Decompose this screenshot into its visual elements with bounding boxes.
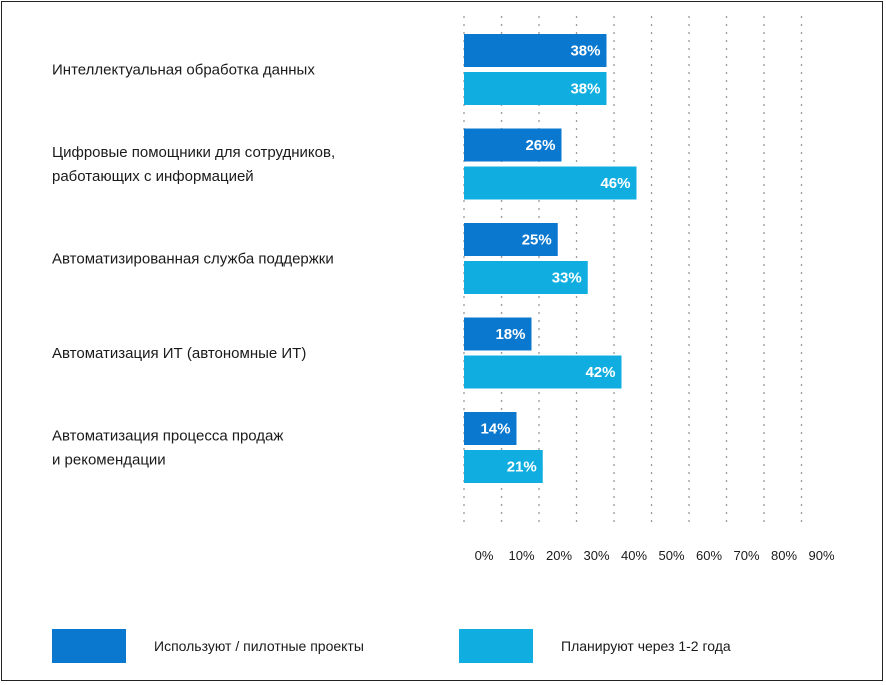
bar-value-label: 18%: [495, 326, 525, 343]
x-tick-label: 60%: [696, 548, 722, 563]
category-label: работающих с информацией: [52, 168, 254, 185]
bar: [464, 450, 543, 483]
bar: [464, 261, 588, 294]
x-tick-label: 0%: [475, 548, 494, 563]
x-tick-label: 20%: [546, 548, 572, 563]
bar-value-label: 42%: [585, 364, 615, 381]
bar: [464, 72, 607, 105]
bar: [464, 223, 558, 256]
bar: [464, 412, 517, 445]
legend-swatch: [52, 629, 126, 663]
bar: [464, 34, 607, 67]
bar-value-label: 46%: [600, 175, 630, 192]
bar: [464, 128, 562, 162]
category-label: Цифровые помощники для сотрудников,: [52, 144, 335, 161]
x-tick-label: 50%: [658, 548, 684, 563]
x-tick-label: 40%: [621, 548, 647, 563]
category-label: Автоматизированная служба поддержки: [52, 251, 334, 268]
x-axis-ticks: 0% 10% 20% 30% 40% 50% 60% 70% 80% 90%: [475, 548, 835, 563]
x-tick-label: 80%: [771, 548, 797, 563]
legend-swatch: [459, 629, 533, 663]
x-tick-label: 90%: [808, 548, 834, 563]
bar-value-label: 33%: [552, 270, 582, 287]
category-label: Интеллектуальная обработка данных: [52, 62, 315, 79]
legend-label: Планируют через 1-2 года: [561, 638, 731, 654]
legend-label: Используют / пилотные проекты: [154, 638, 364, 654]
bar: [464, 355, 622, 389]
x-tick-label: 10%: [508, 548, 534, 563]
bar: [464, 166, 637, 200]
bar-value-label: 26%: [525, 137, 555, 154]
bar: [464, 317, 532, 351]
bar-value-label: 38%: [570, 43, 600, 60]
category-label: Автоматизация ИТ (автономные ИТ): [52, 345, 306, 362]
category-labels: Интеллектуальная обработка данных Цифровы…: [52, 62, 335, 469]
bar-value-label: 25%: [522, 232, 552, 249]
bar-value-label: 14%: [480, 421, 510, 438]
x-tick-label: 30%: [583, 548, 609, 563]
bar-value-label: 21%: [507, 459, 537, 476]
category-label: Автоматизация процесса продаж: [52, 428, 283, 445]
x-tick-label: 70%: [733, 548, 759, 563]
legend: Используют / пилотные проекты Планируют ч…: [52, 629, 731, 663]
bar-value-label: 38%: [570, 81, 600, 98]
category-label: и рекомендации: [52, 452, 166, 469]
bars: 38% 38% 26% 46% 25% 33% 18% 42% 14% 21%: [464, 34, 637, 483]
